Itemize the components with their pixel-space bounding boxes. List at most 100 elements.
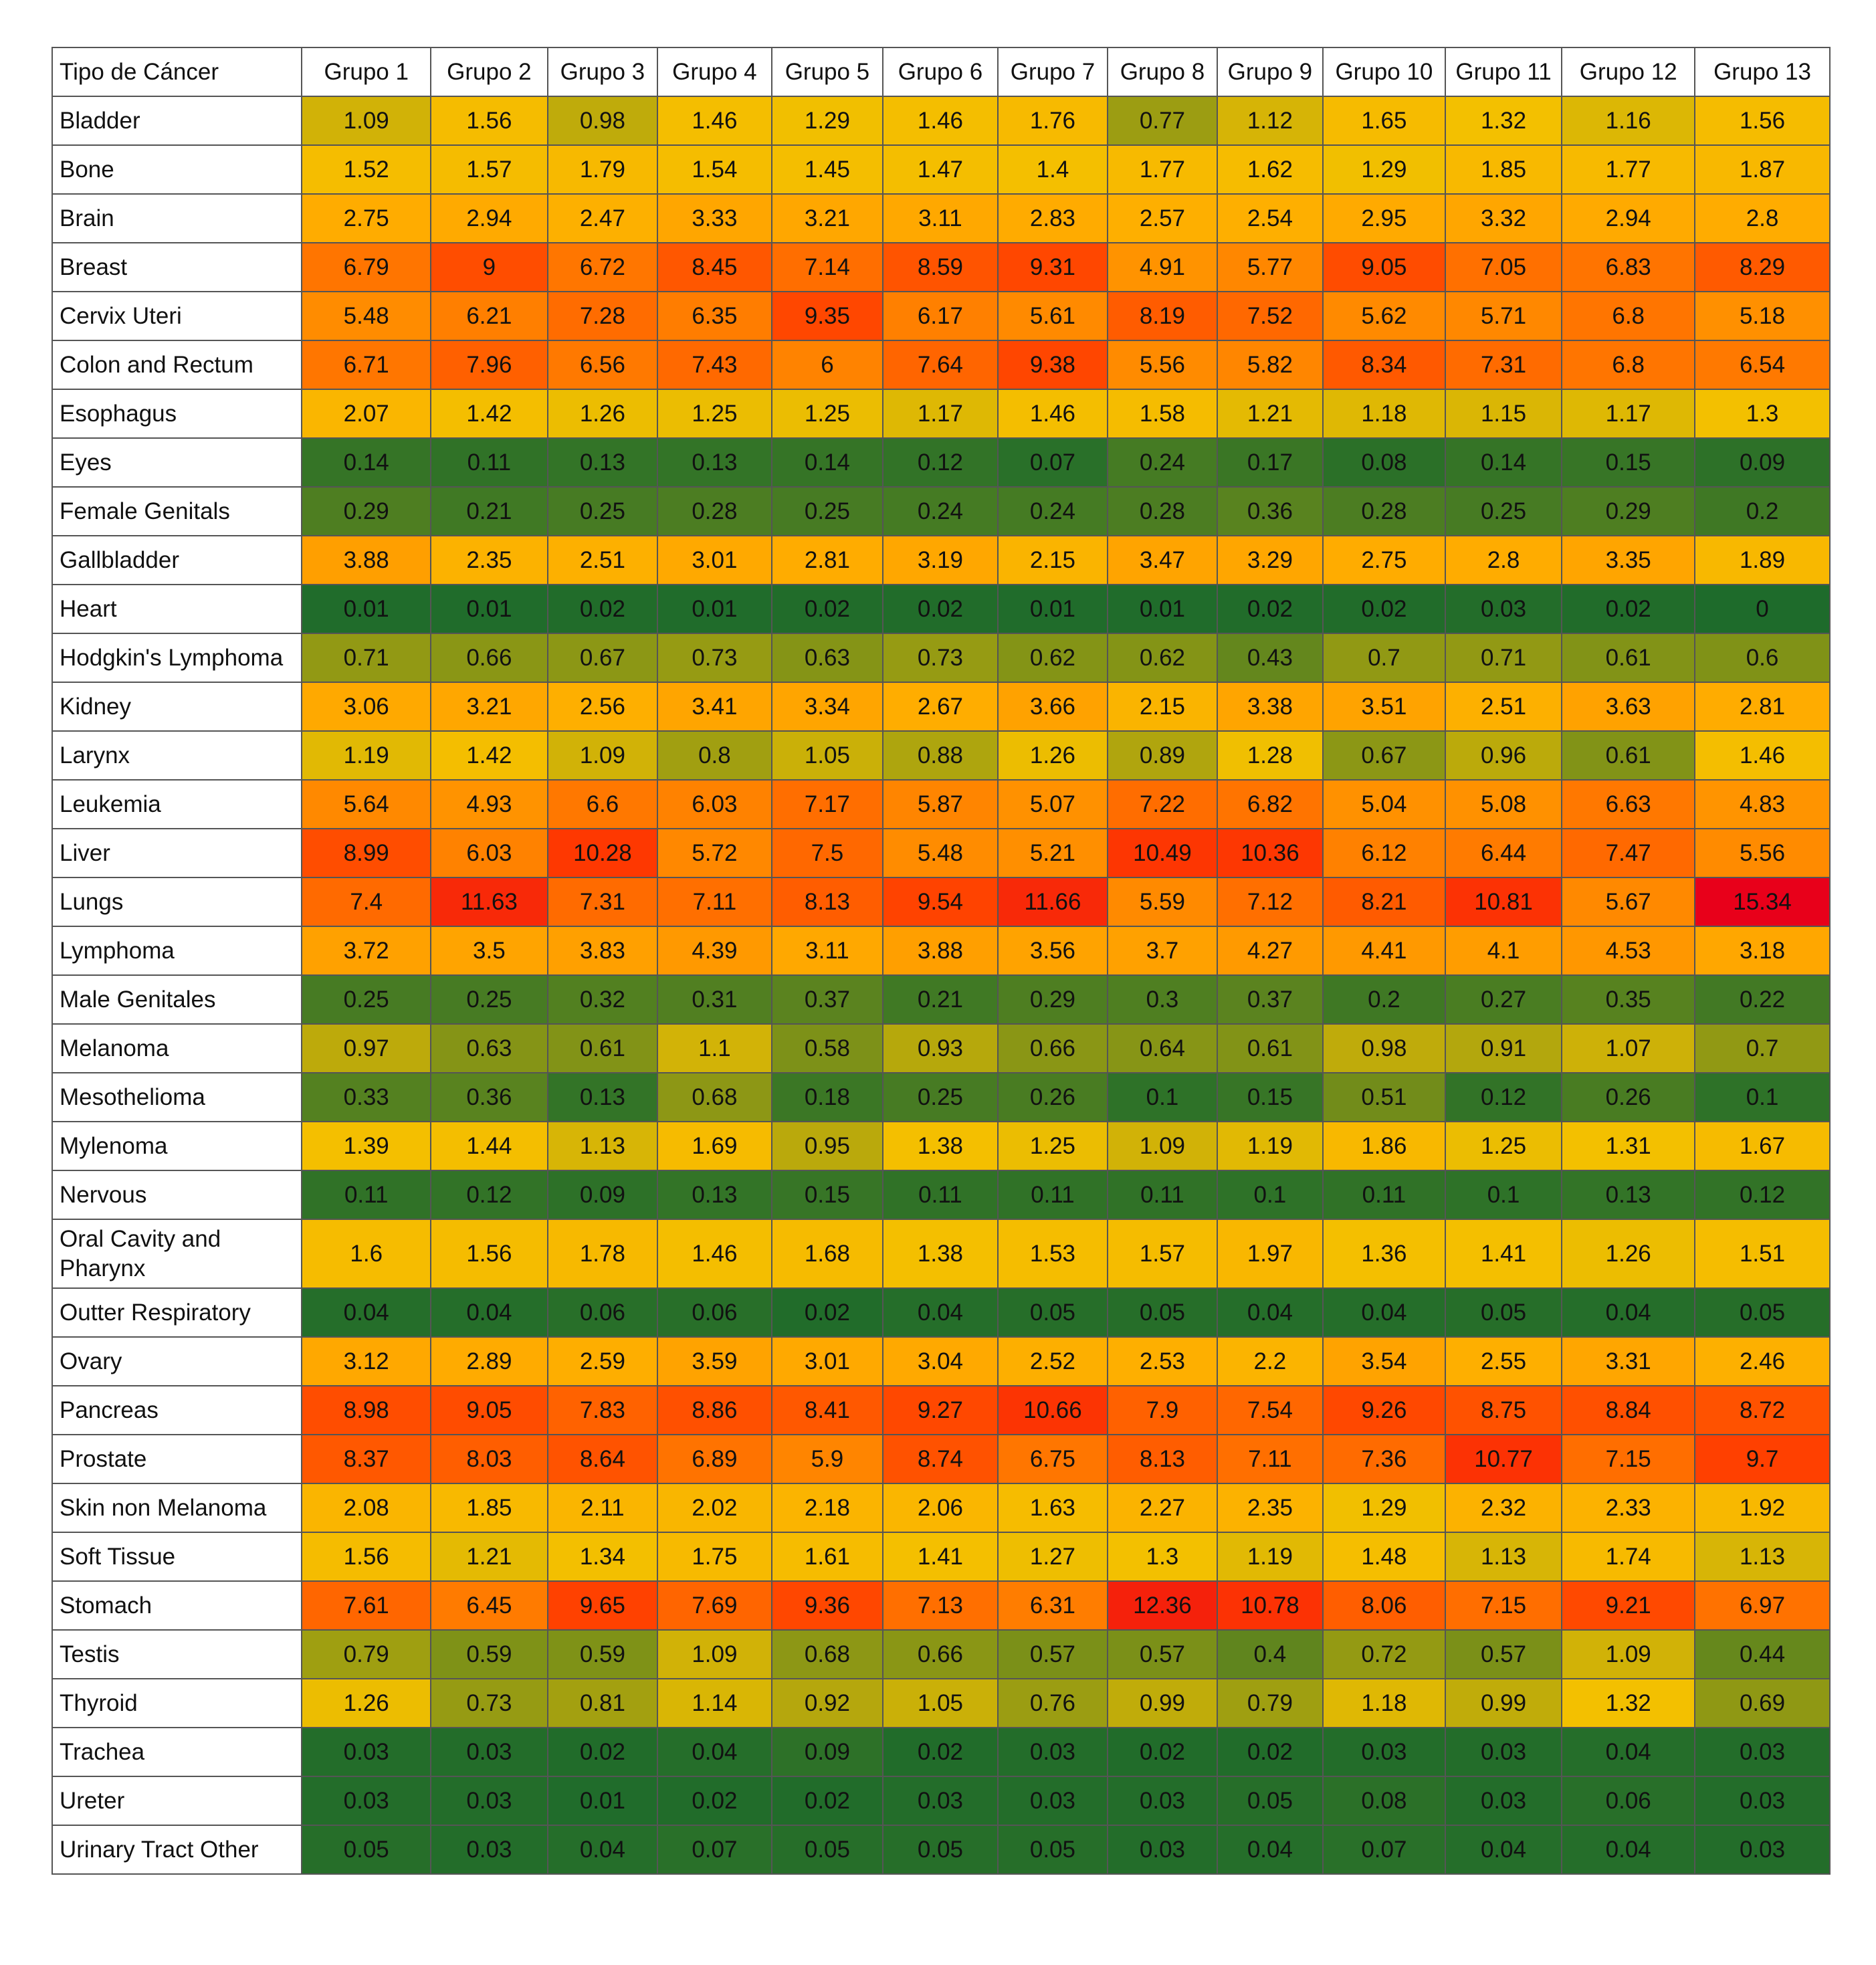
heatmap-cell: 6.54: [1694, 340, 1831, 390]
row-label: Liver: [51, 828, 303, 878]
heatmap-cell: 6.8: [1561, 340, 1696, 390]
heatmap-cell: 7.43: [657, 340, 772, 390]
heatmap-cell: 0.72: [1322, 1629, 1446, 1679]
table-row: Mylenoma 1.39 1.44 1.13 1.69 0.95 1.38 1.25 1.09…: [51, 1121, 1831, 1171]
heatmap-cell: 3.31: [1561, 1336, 1696, 1386]
heatmap-cell: 0.03: [301, 1727, 432, 1777]
heatmap-cell: 0.11: [1107, 1170, 1218, 1220]
column-header: Grupo 1: [301, 47, 432, 97]
heatmap-cell: 8.99: [301, 828, 432, 878]
heatmap-cell: 5.64: [301, 779, 432, 829]
row-label: Melanoma: [51, 1023, 303, 1073]
heatmap-cell: 12.36: [1107, 1580, 1218, 1631]
heatmap-cell: 2.81: [770, 535, 884, 585]
heatmap-cell: 0.12: [430, 1170, 548, 1220]
heatmap-cell: 0.13: [657, 1170, 772, 1220]
heatmap-cell: 2.11: [546, 1483, 659, 1533]
heatmap-cell: 1.56: [301, 1532, 432, 1582]
heatmap-cell: 5.48: [882, 828, 999, 878]
heatmap-cell: 0.02: [1561, 584, 1696, 634]
heatmap-cell: 7.83: [546, 1385, 659, 1435]
heatmap-cell: 0.29: [1561, 486, 1696, 536]
heatmap-cell: 1.56: [1694, 96, 1831, 146]
heatmap-cell: 0.69: [1694, 1678, 1831, 1728]
heatmap-cell: 4.91: [1107, 242, 1218, 292]
heatmap-cell: 0.68: [770, 1629, 884, 1679]
heatmap-cell: 2.75: [1322, 535, 1446, 585]
table-row: Female Genitals 0.29 0.21 0.25 0.28 0.25 0.24 0…: [51, 486, 1831, 536]
heatmap-cell: 0.09: [546, 1170, 659, 1220]
heatmap-cell: 0.81: [546, 1678, 659, 1728]
heatmap-cell: 3.88: [301, 535, 432, 585]
row-label: Prostate: [51, 1434, 303, 1484]
heatmap-cell: 3.88: [882, 926, 999, 976]
heatmap-cell: 3.33: [657, 193, 772, 243]
heatmap-cell: 8.37: [301, 1434, 432, 1484]
heatmap-cell: 3.01: [770, 1336, 884, 1386]
heatmap-table: Tipo de Cáncer Grupo 1 Grupo 2 Grupo 3 Grup…: [51, 47, 1831, 1875]
heatmap-cell: 8.75: [1444, 1385, 1563, 1435]
heatmap-cell: 6.31: [997, 1580, 1109, 1631]
heatmap-cell: 7.96: [430, 340, 548, 390]
heatmap-cell: 0.57: [1107, 1629, 1218, 1679]
table-row: Bladder 1.09 1.56 0.98 1.46 1.29 1.46 1.76 0.77 1…: [51, 96, 1831, 146]
heatmap-cell: 0.04: [1561, 1287, 1696, 1338]
heatmap-cell: 0.2: [1322, 974, 1446, 1025]
heatmap-cell: 5.71: [1444, 291, 1563, 341]
heatmap-cell: 1.12: [1216, 96, 1324, 146]
heatmap-cell: 9.05: [430, 1385, 548, 1435]
heatmap-cell: 5.62: [1322, 291, 1446, 341]
heatmap-cell: 9.36: [770, 1580, 884, 1631]
heatmap-cell: 1.26: [301, 1678, 432, 1728]
heatmap-cell: 6.17: [882, 291, 999, 341]
heatmap-cell: 0.67: [546, 633, 659, 683]
heatmap-cell: 0.03: [1322, 1727, 1446, 1777]
heatmap-cell: 6.83: [1561, 242, 1696, 292]
table-row: Leukemia 5.64 4.93 6.6 6.03 7.17 5.87 5.07 7.22 6…: [51, 779, 1831, 829]
heatmap-cell: 6: [770, 340, 884, 390]
heatmap-cell: 0.73: [882, 633, 999, 683]
heatmap-cell: 1.05: [770, 730, 884, 781]
heatmap-cell: 0.03: [1444, 1776, 1563, 1826]
heatmap-cell: 5.04: [1322, 779, 1446, 829]
row-label: Ureter: [51, 1776, 303, 1826]
heatmap-cell: 0.04: [882, 1287, 999, 1338]
heatmap-cell: 2.27: [1107, 1483, 1218, 1533]
heatmap-cell: 2.02: [657, 1483, 772, 1533]
heatmap-cell: 2.15: [997, 535, 1109, 585]
heatmap-cell: 1.6: [301, 1219, 432, 1289]
heatmap-cell: 0.29: [301, 486, 432, 536]
heatmap-cell: 1.09: [657, 1629, 772, 1679]
heatmap-cell: 1.69: [657, 1121, 772, 1171]
heatmap-cell: 3.54: [1322, 1336, 1446, 1386]
heatmap-cell: 7.36: [1322, 1434, 1446, 1484]
heatmap-cell: 10.49: [1107, 828, 1218, 878]
row-label: Cervix Uteri: [51, 291, 303, 341]
table-row: Bone 1.52 1.57 1.79 1.54 1.45 1.47 1.4 1.77 1.62 1…: [51, 144, 1831, 195]
heatmap-cell: 0.21: [430, 486, 548, 536]
row-label: Mesothelioma: [51, 1072, 303, 1122]
row-label: Urinary Tract Other: [51, 1825, 303, 1875]
heatmap-cell: 8.74: [882, 1434, 999, 1484]
heatmap-cell: 6.82: [1216, 779, 1324, 829]
heatmap-cell: 0.1: [1107, 1072, 1218, 1122]
row-label: Outter Respiratory: [51, 1287, 303, 1338]
heatmap-cell: 5.18: [1694, 291, 1831, 341]
column-header: Grupo 5: [770, 47, 884, 97]
heatmap-cell: 7.13: [882, 1580, 999, 1631]
heatmap-cell: 3.41: [657, 682, 772, 732]
heatmap-cell: 7.12: [1216, 877, 1324, 927]
heatmap-cell: 3.21: [430, 682, 548, 732]
heatmap-cell: 1.19: [1216, 1532, 1324, 1582]
heatmap-cell: 4.41: [1322, 926, 1446, 976]
heatmap-cell: 5.56: [1694, 828, 1831, 878]
heatmap-cell: 0.02: [882, 584, 999, 634]
column-header: Grupo 11: [1444, 47, 1563, 97]
heatmap-cell: 0.05: [882, 1825, 999, 1875]
heatmap-cell: 8.06: [1322, 1580, 1446, 1631]
heatmap-cell: 0.13: [546, 1072, 659, 1122]
heatmap-cell: 0.05: [301, 1825, 432, 1875]
table-row: Outter Respiratory 0.04 0.04 0.06 0.06 0.02 0.…: [51, 1287, 1831, 1338]
heatmap-cell: 0.25: [1444, 486, 1563, 536]
heatmap-cell: 0.03: [430, 1776, 548, 1826]
